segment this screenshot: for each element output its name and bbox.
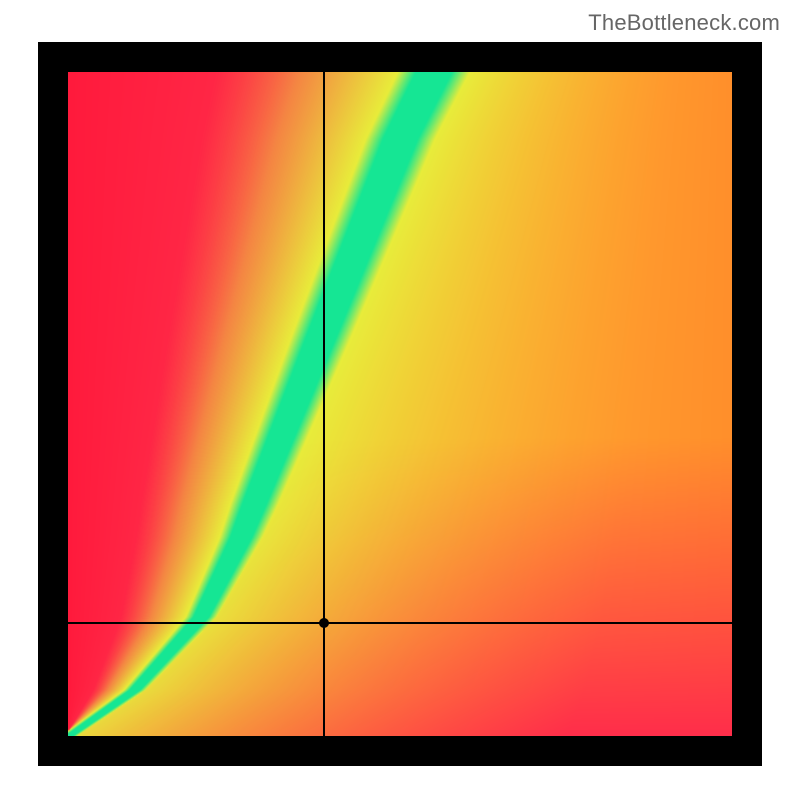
watermark-text: TheBottleneck.com xyxy=(588,10,780,36)
heatmap-canvas xyxy=(68,72,732,736)
crosshair-marker xyxy=(319,618,329,628)
crosshair-vertical xyxy=(323,72,325,736)
chart-container: TheBottleneck.com xyxy=(0,0,800,800)
crosshair-horizontal xyxy=(68,622,732,624)
